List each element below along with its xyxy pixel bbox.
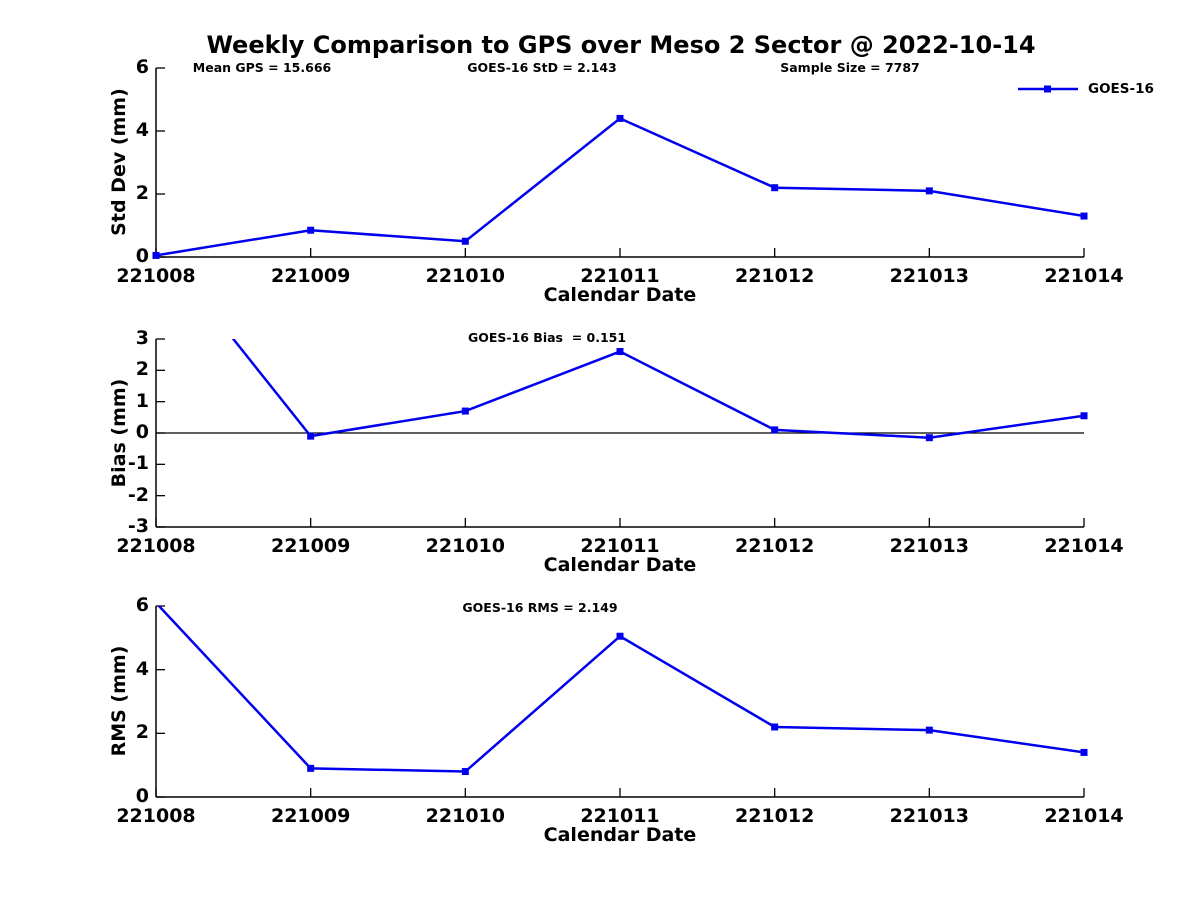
y-tick-label: -2 [127, 483, 149, 506]
data-point-marker [461, 768, 469, 776]
x-tick-label: 221014 [1044, 265, 1124, 287]
chart-title: Weekly Comparison to GPS over Meso 2 Sec… [206, 31, 1036, 59]
annotation-goes16-rms: GOES-16 RMS = 2.149 [462, 600, 618, 615]
x-tick-label: 221008 [116, 265, 196, 287]
x-tick-label: 221010 [425, 805, 505, 827]
y-tick-label: 1 [135, 389, 149, 412]
x-tick-label: 221012 [734, 535, 815, 557]
y-tick-label: 0 [135, 785, 149, 807]
series-line [157, 606, 1084, 773]
y-tick-label: 3 [135, 327, 149, 349]
data-point-marker [925, 187, 933, 195]
data-point-marker [616, 632, 624, 640]
x-tick-label: 221009 [270, 265, 351, 287]
x-tick-label: 221013 [889, 805, 969, 827]
y-tick-label: 6 [135, 594, 149, 616]
x-tick-label: 221008 [116, 535, 196, 557]
annotation-mean-gps: Mean GPS = 15.666 [192, 60, 332, 75]
y-tick-label: 0 [135, 421, 149, 443]
x-tick-label: 221014 [1044, 535, 1124, 557]
y-tick-label: -1 [127, 452, 149, 475]
data-point-marker [1080, 212, 1088, 220]
x-tick-label: 221011 [580, 265, 660, 287]
data-point-marker [307, 226, 315, 234]
data-point-marker [925, 434, 933, 442]
x-tick-label: 221010 [425, 535, 505, 557]
y-tick-label: 2 [135, 721, 149, 744]
x-tick-label: 221012 [734, 805, 815, 827]
data-point-marker [461, 407, 469, 415]
x-tick-label: 221013 [889, 265, 969, 287]
y-tick-label: 2 [135, 358, 149, 381]
legend: GOES-16 [1017, 78, 1154, 100]
x-tick-label: 221010 [425, 265, 505, 287]
data-point-marker [307, 764, 315, 772]
y-tick-label: 4 [135, 119, 149, 141]
data-point-marker [616, 348, 624, 356]
x-tick-label: 221009 [270, 805, 351, 827]
data-point-marker [616, 114, 624, 122]
series-line [156, 116, 1084, 257]
data-point-marker [1080, 748, 1088, 756]
x-tick-label: 221011 [580, 535, 660, 557]
data-point-marker [307, 432, 315, 440]
data-point-marker [771, 723, 779, 731]
x-axis-label-2: Calendar Date [543, 554, 697, 576]
annotation-goes16-bias: GOES-16 Bias = 0.151 [467, 330, 627, 345]
x-tick-label: 221009 [270, 535, 351, 557]
data-point-marker [925, 726, 933, 734]
x-tick-label: 221014 [1044, 805, 1124, 827]
x-axis-label-3: Calendar Date [543, 824, 697, 846]
x-tick-label: 221011 [580, 805, 660, 827]
x-axis-label-1: Calendar Date [543, 284, 697, 306]
data-point-marker [152, 251, 160, 259]
annotation-sample-size: Sample Size = 7787 [780, 60, 920, 75]
y-tick-label: 0 [135, 245, 149, 267]
x-tick-label: 221013 [889, 535, 969, 557]
data-point-marker [1080, 412, 1088, 420]
data-point-marker [771, 184, 779, 192]
data-point-marker [771, 426, 779, 434]
legend-line-sample-icon [1018, 85, 1078, 93]
x-tick-label: 221012 [734, 265, 815, 287]
data-point-marker [461, 237, 469, 245]
legend-label: GOES-16 [1088, 81, 1154, 97]
x-tick-label: 221008 [116, 805, 196, 827]
y-tick-label: 2 [135, 182, 149, 204]
y-axis-label-stddev: Std Dev (mm) [108, 88, 130, 236]
y-tick-label: 6 [135, 56, 149, 78]
annotation-goes16-std: GOES-16 StD = 2.143 [467, 60, 617, 75]
y-tick-label: 4 [135, 657, 149, 680]
y-tick-label: -3 [127, 515, 149, 537]
y-axis-label-rms: RMS (mm) [108, 645, 130, 757]
